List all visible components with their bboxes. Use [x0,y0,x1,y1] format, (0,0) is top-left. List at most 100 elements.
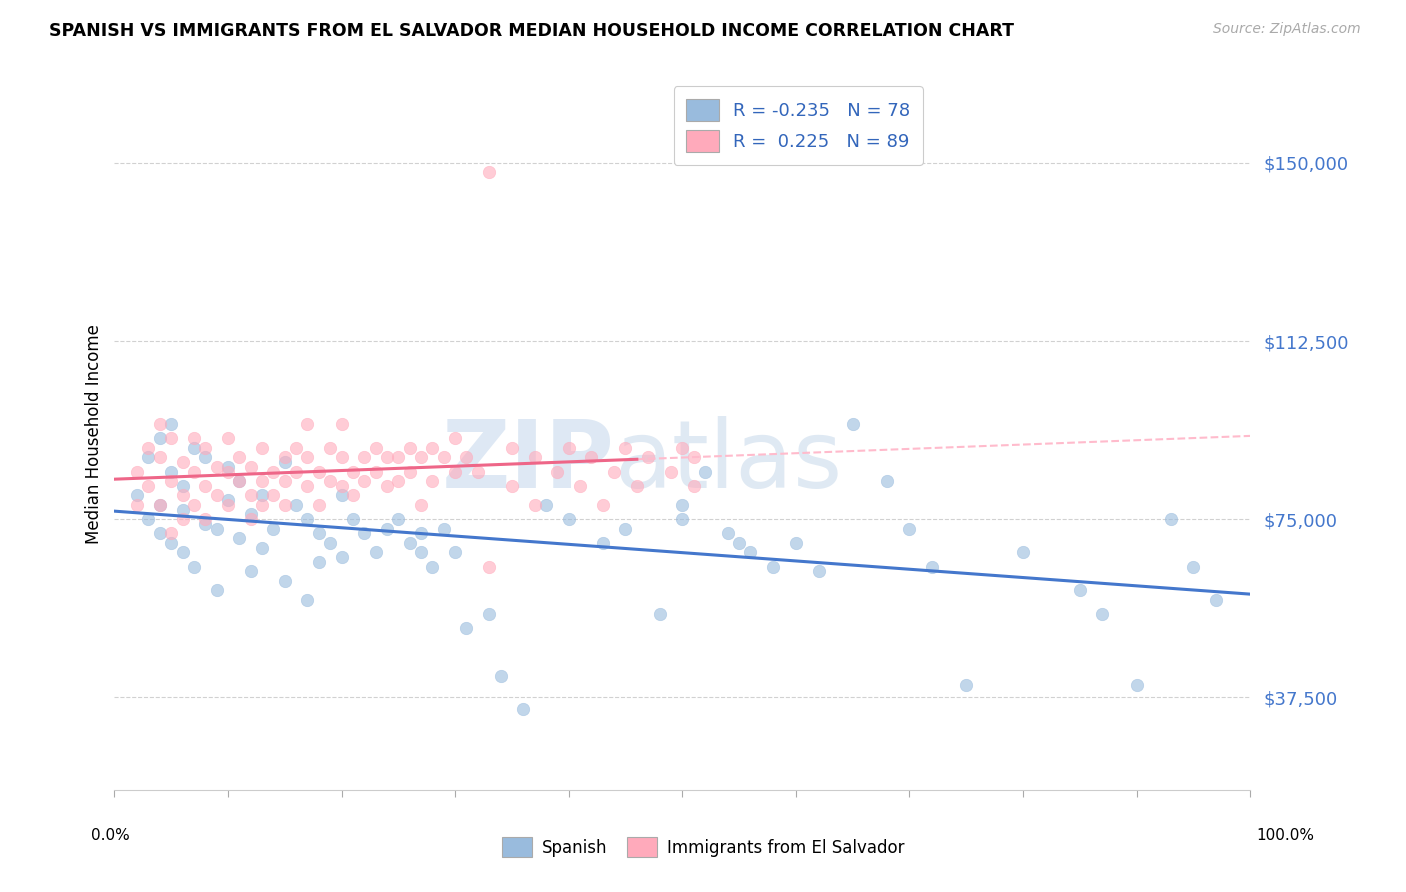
Point [1069,583,1091,598]
Point [398,536,420,550]
Point [308,465,330,479]
Point [217,465,239,479]
Point [149,498,172,512]
Point [194,516,217,531]
Point [501,441,523,455]
Point [274,450,297,465]
Point [330,450,353,465]
Point [342,488,364,502]
Point [239,564,262,578]
Point [308,555,330,569]
Point [194,479,217,493]
Point [330,488,353,502]
Point [626,479,648,493]
Point [285,498,308,512]
Point [297,417,319,431]
Point [364,441,387,455]
Point [353,526,375,541]
Point [160,417,183,431]
Point [375,450,398,465]
Point [172,502,194,516]
Point [274,574,297,588]
Point [228,474,250,488]
Point [569,479,592,493]
Point [250,441,273,455]
Point [160,465,183,479]
Point [807,564,830,578]
Point [194,441,217,455]
Point [353,474,375,488]
Point [138,479,160,493]
Point [127,488,149,502]
Point [467,465,489,479]
Text: Source: ZipAtlas.com: Source: ZipAtlas.com [1213,22,1361,37]
Legend: Spanish, Immigrants from El Salvador: Spanish, Immigrants from El Salvador [495,830,911,864]
Point [398,441,420,455]
Point [297,450,319,465]
Point [330,417,353,431]
Point [183,465,205,479]
Point [1125,678,1147,692]
Point [603,465,626,479]
Text: atlas: atlas [614,416,842,508]
Point [149,498,172,512]
Point [172,512,194,526]
Point [172,545,194,559]
Point [1160,512,1182,526]
Point [138,512,160,526]
Point [285,441,308,455]
Point [375,479,398,493]
Point [501,479,523,493]
Point [183,441,205,455]
Point [387,512,409,526]
Point [308,498,330,512]
Point [921,559,943,574]
Point [160,536,183,550]
Point [172,488,194,502]
Point [433,522,456,536]
Point [762,559,785,574]
Point [353,450,375,465]
Point [274,455,297,469]
Point [138,441,160,455]
Point [648,607,671,621]
Text: ZIP: ZIP [441,416,614,508]
Point [149,450,172,465]
Point [682,479,704,493]
Point [682,450,704,465]
Point [422,474,444,488]
Point [183,559,205,574]
Point [1205,592,1227,607]
Point [444,465,467,479]
Point [740,545,762,559]
Point [297,592,319,607]
Point [387,474,409,488]
Text: 0.0%: 0.0% [91,828,131,843]
Legend: R = -0.235   N = 78, R =  0.225   N = 89: R = -0.235 N = 78, R = 0.225 N = 89 [673,87,924,165]
Point [409,498,432,512]
Point [409,450,432,465]
Point [728,536,751,550]
Text: SPANISH VS IMMIGRANTS FROM EL SALVADOR MEDIAN HOUSEHOLD INCOME CORRELATION CHART: SPANISH VS IMMIGRANTS FROM EL SALVADOR M… [49,22,1014,40]
Point [127,465,149,479]
Point [239,508,262,522]
Point [205,522,228,536]
Point [398,465,420,479]
Point [841,417,863,431]
Point [160,431,183,445]
Point [194,512,217,526]
Point [239,488,262,502]
Point [592,498,614,512]
Point [205,583,228,598]
Y-axis label: Median Household Income: Median Household Income [86,324,103,543]
Point [250,541,273,555]
Point [375,522,398,536]
Point [364,465,387,479]
Point [172,479,194,493]
Point [330,479,353,493]
Point [898,522,921,536]
Point [614,522,637,536]
Point [160,526,183,541]
Point [478,607,501,621]
Point [409,545,432,559]
